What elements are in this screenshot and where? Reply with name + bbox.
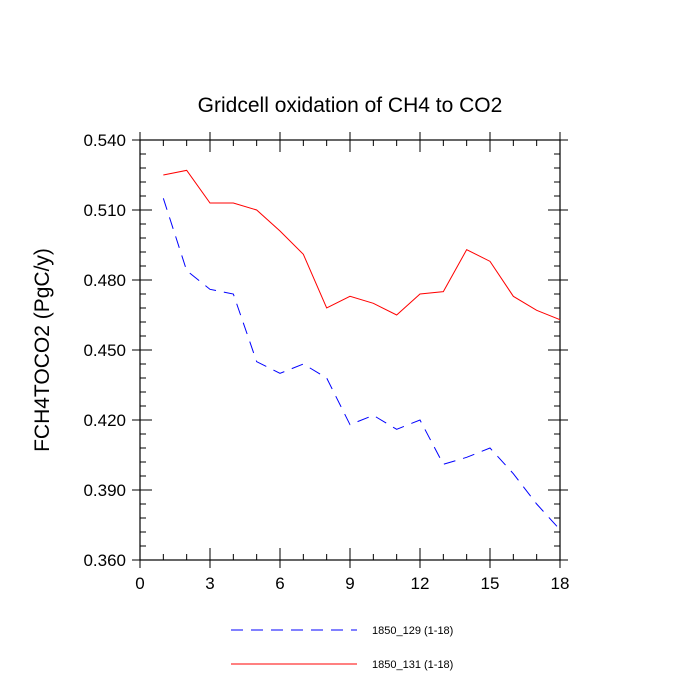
series-line-1 xyxy=(162,198,561,531)
data-series xyxy=(162,169,561,531)
axis-tick-labels: 0 3 6 9 12 15 18 0.360 0.390 0.420 0.450 0.480 0.510… xyxy=(83,131,569,593)
y-tick-label: 0.450 xyxy=(83,341,126,360)
legend: 1850_129 (1-18) 1850_131 (1-18) xyxy=(231,625,453,671)
y-tick-label: 0.480 xyxy=(83,271,126,290)
y-tick-label: 0.420 xyxy=(83,411,126,430)
x-tick-label: 0 xyxy=(135,574,144,593)
x-tick-label: 9 xyxy=(345,574,354,593)
legend-label-1: 1850_129 (1-18) xyxy=(372,625,453,637)
axis-ticks xyxy=(132,132,568,568)
y-tick-label: 0.390 xyxy=(83,481,126,500)
y-axis-label: FCH4TOCO2 (PgC/y) xyxy=(31,248,54,452)
plot-frame xyxy=(139,139,561,561)
chart-title: Gridcell oxidation of CH4 to CO2 xyxy=(198,94,503,117)
y-tick-label: 0.510 xyxy=(83,201,126,220)
legend-label-2: 1850_131 (1-18) xyxy=(372,659,453,671)
x-tick-label: 18 xyxy=(551,574,570,593)
y-tick-label: 0.540 xyxy=(83,131,126,150)
x-tick-label: 15 xyxy=(481,574,500,593)
x-tick-label: 6 xyxy=(275,574,284,593)
y-tick-label: 0.360 xyxy=(83,551,126,570)
series-line-2 xyxy=(163,169,561,321)
x-tick-label: 3 xyxy=(205,574,214,593)
x-tick-label: 12 xyxy=(411,574,430,593)
